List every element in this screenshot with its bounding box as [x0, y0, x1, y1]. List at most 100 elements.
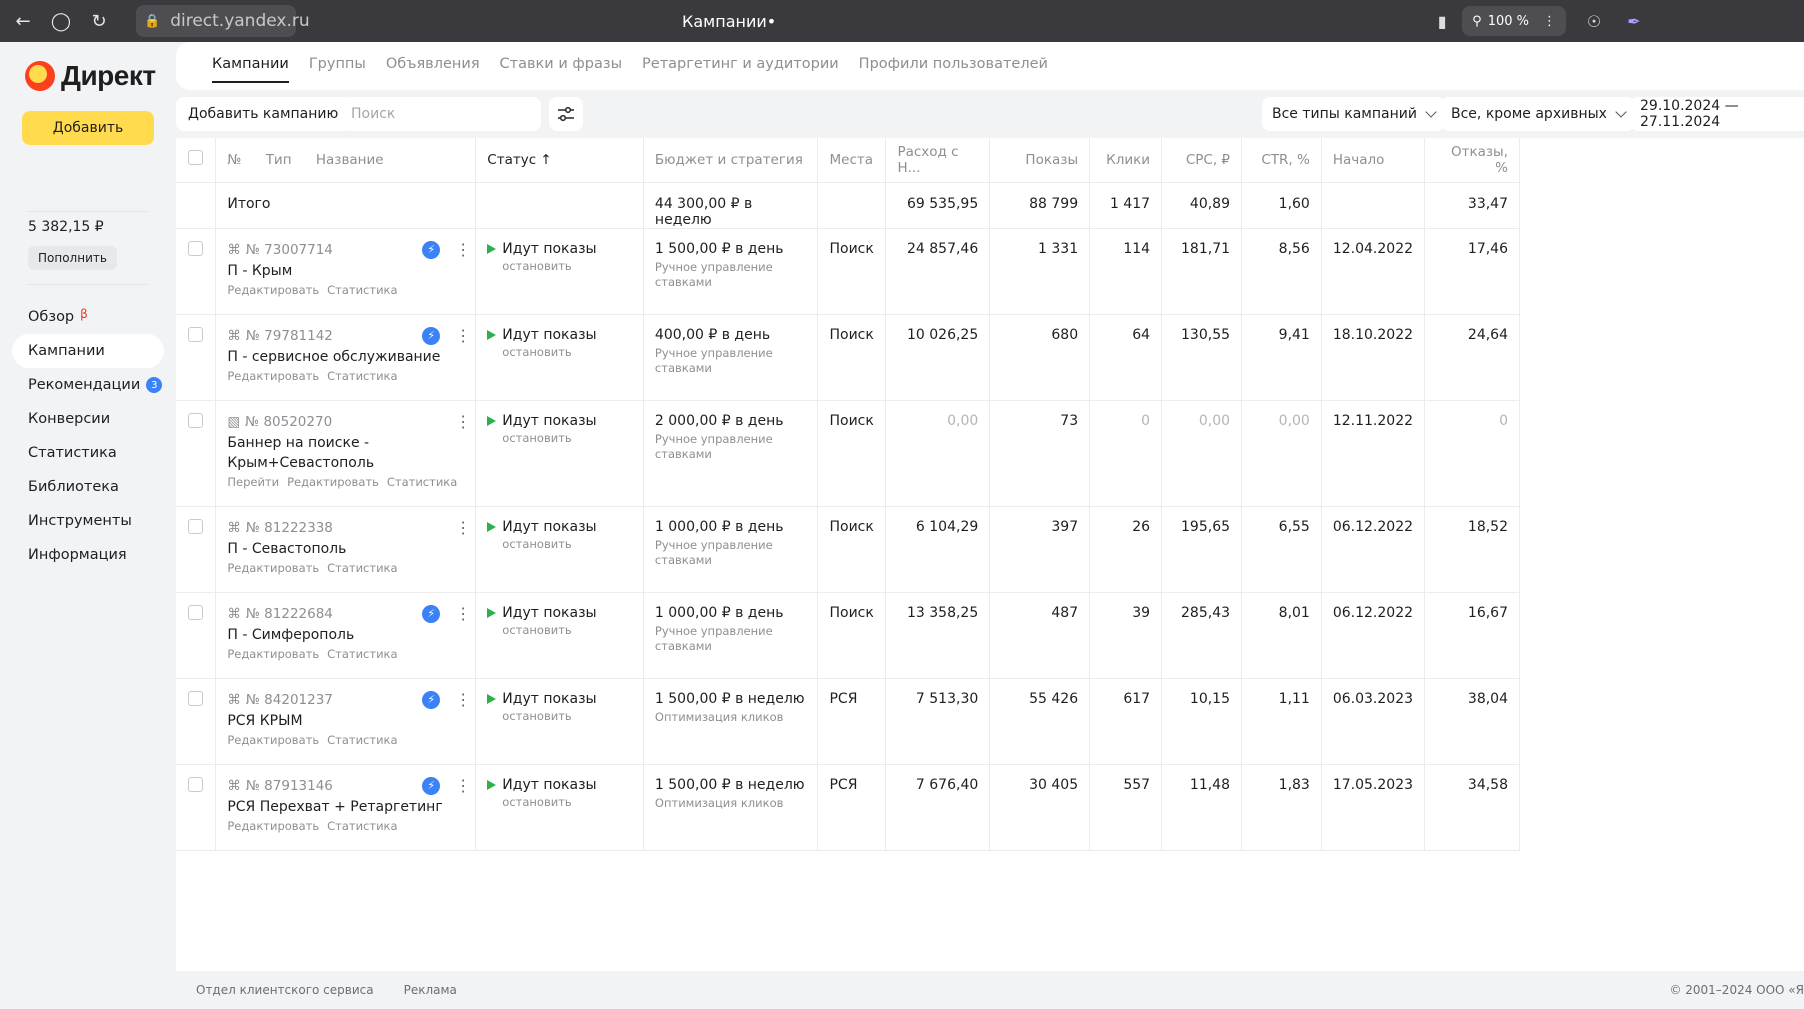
campaign-id[interactable]: № 81222684 — [245, 605, 333, 622]
row-checkbox[interactable] — [188, 518, 204, 534]
name-header[interactable]: Название — [315, 151, 384, 168]
sidebar-item-statistics[interactable]: Статистика — [12, 436, 164, 470]
back-icon[interactable]: ← — [15, 10, 31, 32]
more-icon[interactable]: ⋮ — [455, 411, 472, 431]
lightbulb-icon[interactable]: ☉ — [1586, 11, 1602, 31]
edit-link[interactable]: Редактировать — [227, 368, 320, 383]
campaign-id[interactable]: № 87913146 — [245, 777, 333, 794]
yandex-icon[interactable]: ◯ — [50, 10, 72, 32]
sidebar-item-campaigns[interactable]: Кампании — [12, 334, 164, 368]
campaign-name[interactable]: П - сервисное обслуживание — [227, 348, 441, 365]
stats-link[interactable]: Статистика — [327, 368, 398, 383]
campaign-name[interactable]: П - Симферополь — [227, 626, 355, 643]
budget-value[interactable]: 2 000,00 ₽ в день — [654, 412, 784, 429]
edit-link[interactable]: Редактировать — [227, 818, 320, 833]
add-campaign-button[interactable]: Добавить кампанию — [176, 97, 351, 131]
sidebar-item-library[interactable]: Библиотека — [12, 470, 164, 504]
support-link[interactable]: Отдел клиентского сервиса — [196, 983, 374, 997]
spend-header[interactable]: Расход с Н... — [885, 138, 991, 183]
tab-campaigns[interactable]: Кампании — [212, 56, 289, 83]
search-input[interactable] — [341, 97, 541, 131]
tab-ads[interactable]: Объявления — [385, 56, 480, 72]
more-icon[interactable]: ⋮ — [455, 775, 472, 795]
campaign-name[interactable]: П - Крым — [227, 262, 293, 279]
edit-link[interactable]: Редактировать — [287, 474, 379, 489]
campaign-id[interactable]: № 84201237 — [245, 691, 333, 708]
campaign-name[interactable]: РСЯ КРЫМ — [227, 712, 303, 729]
budget-header[interactable]: Бюджет и стратегия — [643, 138, 819, 183]
stats-link[interactable]: Статистика — [327, 732, 398, 747]
date-range-picker[interactable]: 29.10.2024 — 27.11.2024 — [1630, 97, 1804, 131]
campaign-id[interactable]: № 80520270 — [245, 413, 333, 430]
stats-link[interactable]: Статистика — [386, 474, 458, 489]
archive-filter-select[interactable]: Все, кроме архивных — [1441, 97, 1635, 131]
stop-link[interactable]: остановить — [502, 794, 572, 809]
address-bar[interactable]: 🔒 direct.yandex.ru — [136, 5, 310, 37]
autotargeting-icon[interactable]: ⚡ — [422, 604, 441, 623]
more-icon[interactable]: ⋮ — [455, 239, 472, 259]
sidebar-item-recommendations[interactable]: Рекомендации 3 — [12, 368, 164, 402]
topup-button[interactable]: Пополнить — [28, 246, 117, 270]
places-header[interactable]: Места — [817, 138, 887, 183]
add-button[interactable]: Добавить — [22, 111, 154, 145]
campaign-id[interactable]: № 81222338 — [245, 519, 333, 536]
start-header[interactable]: Начало — [1321, 138, 1426, 183]
go-link[interactable]: Перейти — [227, 474, 280, 489]
campaign-id[interactable]: № 73007714 — [245, 241, 333, 258]
autotargeting-icon[interactable]: ⚡ — [422, 776, 441, 795]
stats-link[interactable]: Статистика — [327, 560, 398, 575]
budget-value[interactable]: 1 500,00 ₽ в день — [654, 240, 784, 257]
ads-link[interactable]: Реклама — [403, 983, 457, 997]
autotargeting-icon[interactable]: ⚡ — [422, 240, 441, 259]
num-header[interactable]: № — [227, 151, 242, 168]
stop-link[interactable]: остановить — [502, 708, 572, 723]
impressions-header[interactable]: Показы — [989, 138, 1091, 183]
row-checkbox[interactable] — [188, 240, 204, 256]
sidebar-item-tools[interactable]: Инструменты — [12, 504, 164, 538]
campaign-name[interactable]: РСЯ Перехват + Ретаргетинг — [227, 798, 443, 815]
more-icon[interactable]: ⋮ — [455, 517, 472, 537]
reload-icon[interactable]: ↻ — [91, 10, 107, 32]
more-icon[interactable]: ⋮ — [455, 689, 472, 709]
row-checkbox[interactable] — [188, 690, 204, 706]
stop-link[interactable]: остановить — [502, 622, 572, 637]
budget-value[interactable]: 1 500,00 ₽ в неделю — [654, 690, 805, 707]
autotargeting-icon[interactable]: ⚡ — [422, 326, 441, 345]
tab-bids[interactable]: Ставки и фразы — [499, 56, 623, 72]
more-icon[interactable]: ⋮ — [455, 603, 472, 623]
row-checkbox[interactable] — [188, 604, 204, 620]
autotargeting-icon[interactable]: ⚡ — [422, 690, 441, 709]
logo[interactable]: Директ — [25, 60, 156, 92]
budget-value[interactable]: 1 000,00 ₽ в день — [654, 518, 784, 535]
budget-value[interactable]: 1 000,00 ₽ в день — [654, 604, 784, 621]
stop-link[interactable]: остановить — [502, 344, 572, 359]
select-all-checkbox[interactable] — [188, 150, 204, 166]
campaign-name[interactable]: П - Севастополь — [227, 540, 347, 557]
ctr-header[interactable]: CTR, % — [1241, 138, 1322, 183]
campaign-name[interactable]: Баннер на поиске - Крым+Севастополь — [227, 434, 375, 471]
tab-retargeting[interactable]: Ретаргетинг и аудитории — [642, 56, 839, 72]
tab-groups[interactable]: Группы — [308, 56, 366, 72]
row-checkbox[interactable] — [188, 326, 204, 342]
stats-link[interactable]: Статистика — [327, 282, 398, 297]
zoom-indicator[interactable]: ⚲ 100 % ⋮ — [1462, 6, 1566, 36]
sidebar-item-conversions[interactable]: Конверсии — [12, 402, 164, 436]
edit-link[interactable]: Редактировать — [227, 732, 320, 747]
status-header[interactable]: Статус ↑ — [475, 138, 644, 183]
stop-link[interactable]: остановить — [502, 258, 572, 273]
bounce-header[interactable]: Отказы, % — [1424, 138, 1520, 183]
edit-link[interactable]: Редактировать — [227, 282, 320, 297]
edit-link[interactable]: Редактировать — [227, 560, 320, 575]
more-icon[interactable]: ⋮ — [1543, 13, 1556, 29]
budget-value[interactable]: 1 500,00 ₽ в неделю — [654, 776, 805, 793]
more-icon[interactable]: ⋮ — [455, 325, 472, 345]
row-checkbox[interactable] — [188, 412, 204, 428]
feather-icon[interactable]: ✒ — [1627, 11, 1641, 31]
stats-link[interactable]: Статистика — [327, 646, 398, 661]
campaign-id[interactable]: № 79781142 — [245, 327, 333, 344]
cpc-header[interactable]: CPC, ₽ — [1161, 138, 1243, 183]
type-header[interactable]: Тип — [265, 151, 292, 168]
campaign-type-select[interactable]: Все типы кампаний — [1262, 97, 1445, 131]
filter-settings-icon[interactable] — [549, 97, 583, 131]
bookmark-icon[interactable]: ▮ — [1437, 11, 1447, 31]
